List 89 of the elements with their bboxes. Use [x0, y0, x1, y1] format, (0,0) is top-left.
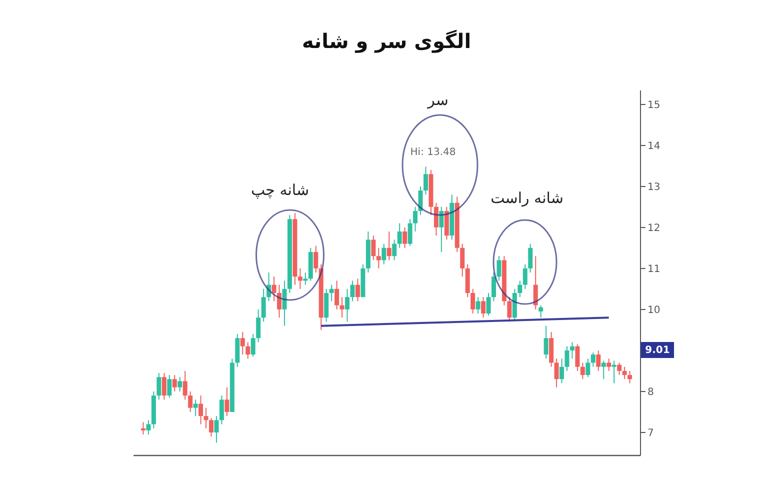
candlestick [486, 292, 491, 316]
candlestick [612, 360, 616, 384]
candlestick [560, 358, 564, 384]
candlestick [182, 370, 188, 400]
candlestick [439, 206, 444, 252]
y-tick-label: 11 [648, 264, 660, 275]
candlestick [334, 280, 340, 310]
candlestick [522, 264, 528, 290]
y-tick-label: 8 [648, 386, 654, 398]
candlestick [392, 239, 397, 261]
annotation: شانه چپ [250, 181, 310, 199]
candlestick [423, 166, 428, 196]
candlestick [198, 395, 204, 425]
candlestick [596, 350, 601, 372]
candlestick [408, 218, 412, 246]
candlestick [224, 386, 230, 417]
candlestick [628, 370, 632, 384]
candlestick [208, 418, 214, 438]
y-tick-label: 10 [648, 304, 660, 316]
candlestick [298, 268, 302, 290]
candlestick [314, 245, 318, 273]
candlestick [590, 352, 596, 368]
candlestick [402, 226, 408, 248]
candlestick [156, 372, 162, 400]
candlestick [544, 325, 548, 360]
candlestick [507, 296, 512, 322]
candlestick [140, 422, 146, 435]
candlestick [476, 296, 480, 314]
candlestick [188, 390, 193, 412]
annotation: سر [426, 91, 448, 109]
candlestick [167, 374, 172, 398]
candlestick [219, 395, 224, 425]
candlestick [162, 372, 166, 400]
candlestick [601, 360, 606, 380]
candlestick [204, 407, 208, 429]
candlestick [329, 284, 334, 302]
candlestick [575, 344, 580, 372]
candlestick [397, 222, 402, 248]
candlestick [355, 278, 360, 302]
candlestick [622, 366, 627, 380]
annotation: Hi: 13.48 [410, 147, 456, 158]
candlestick [434, 202, 438, 236]
candlestick [261, 288, 266, 322]
candlestick [570, 342, 574, 360]
candlestick [554, 358, 559, 388]
candlestick [246, 342, 250, 360]
y-tick-label: 15 [648, 100, 660, 111]
candlestick [282, 280, 287, 326]
candlestick [256, 308, 261, 343]
candlestick [586, 358, 590, 378]
y-tick-label: 7 [648, 428, 654, 439]
candlestick [146, 420, 151, 435]
y-tick-label: 12 [648, 222, 660, 234]
candlestick [371, 235, 376, 261]
candlestick [491, 272, 496, 302]
annotation: شانه راست [490, 189, 564, 207]
candlestick [533, 256, 538, 310]
candlestick [277, 284, 282, 318]
candlestick [172, 374, 177, 392]
candlestick [193, 399, 198, 417]
candlestick [178, 376, 182, 392]
candlestick [382, 243, 386, 265]
candlestick [481, 296, 486, 318]
candlestick [518, 280, 522, 298]
y-tick-label: 14 [648, 140, 660, 152]
candlestick [528, 243, 533, 273]
annotation: 9.01 [645, 345, 670, 356]
candlestick [350, 280, 355, 302]
candlestick [606, 358, 612, 372]
candlestick [250, 334, 256, 358]
candlestick [214, 416, 219, 444]
candlestick [538, 304, 544, 318]
y-tick-label: 13 [648, 182, 660, 193]
candlestick [564, 346, 570, 372]
candlestick [580, 362, 585, 380]
candlestick [413, 206, 418, 232]
candlestick [386, 230, 392, 261]
candlestick [376, 247, 381, 269]
candlestick [345, 288, 350, 322]
candlestick [460, 243, 465, 278]
chart-title: الگوی سر و شانه [302, 29, 472, 53]
candlestick [240, 331, 245, 356]
candlestick [340, 296, 344, 318]
candlestick [496, 256, 502, 282]
candlestick [272, 276, 276, 302]
candlestick [470, 288, 476, 314]
candlestick [617, 362, 622, 376]
candlestick [303, 272, 308, 286]
candlestick [418, 186, 423, 216]
